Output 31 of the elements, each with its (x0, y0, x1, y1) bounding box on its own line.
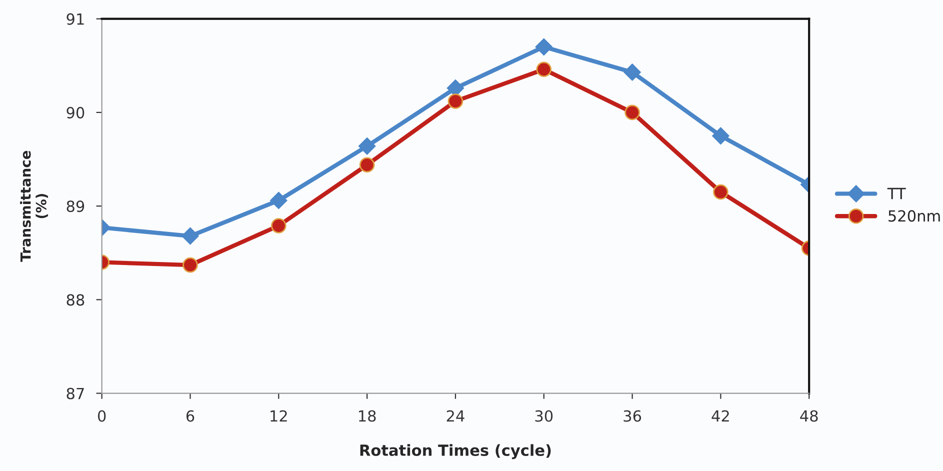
y-axis-title: Transmittance (%) (20, 150, 48, 262)
point (535, 38, 552, 56)
point (359, 157, 375, 173)
x-tick-label: 42 (712, 410, 729, 422)
legend-label: 520nm (888, 210, 940, 222)
x-tick-label: 36 (624, 410, 642, 422)
x-tick-label: 6 (186, 410, 194, 422)
y-tick-label: 90 (66, 106, 84, 118)
x-tick-label: 30 (535, 410, 553, 422)
y-tick-label: 88 (66, 294, 84, 306)
y-tick-label: 89 (66, 200, 84, 212)
point (713, 184, 728, 200)
point (182, 257, 198, 273)
point (448, 94, 464, 109)
point (358, 138, 376, 155)
point (182, 227, 199, 245)
point (624, 104, 640, 120)
x-tick-label: 0 (98, 410, 106, 422)
point (712, 127, 730, 144)
x-tick-label: 12 (270, 410, 287, 422)
y-tick-label: 87 (66, 388, 84, 400)
point (271, 218, 286, 234)
x-tick-label: 24 (446, 410, 464, 422)
y-tick-label: 91 (66, 13, 84, 25)
legend-label: TT (887, 188, 906, 200)
x-axis-title: Rotation Times (cycle) (360, 444, 551, 460)
x-tick-label: 48 (800, 410, 818, 422)
x-tick-label: 18 (359, 410, 376, 422)
point (624, 64, 641, 81)
point (536, 62, 552, 78)
point (270, 192, 288, 209)
